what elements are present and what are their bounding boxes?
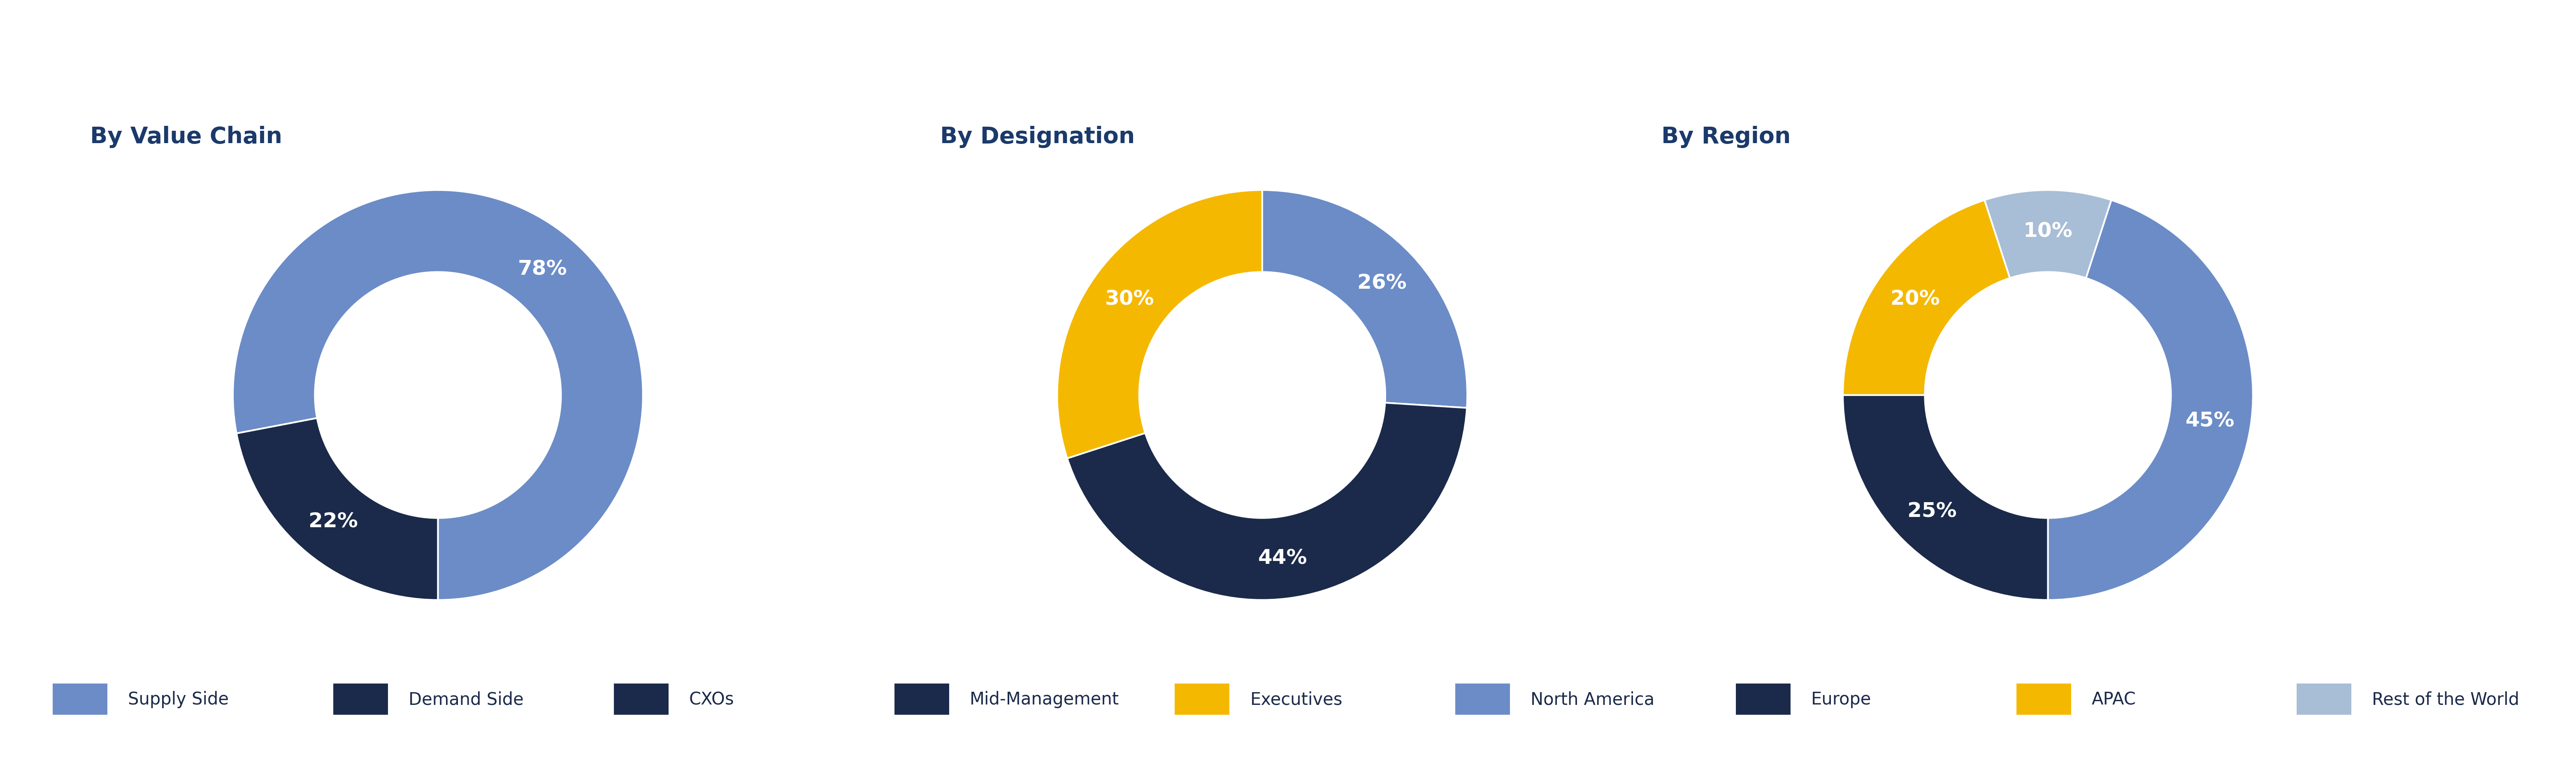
Wedge shape — [2048, 201, 2254, 600]
Text: 45%: 45% — [2184, 411, 2233, 431]
Bar — [613, 683, 670, 715]
Wedge shape — [1262, 190, 1468, 408]
Text: Europe: Europe — [1811, 691, 1870, 708]
Bar — [2295, 683, 2352, 715]
Bar — [1455, 683, 1510, 715]
Text: Demand Side: Demand Side — [410, 691, 523, 708]
Circle shape — [1139, 272, 1386, 518]
Text: 30%: 30% — [1105, 289, 1154, 309]
Text: 22%: 22% — [309, 511, 358, 531]
Wedge shape — [1842, 395, 2048, 600]
Text: Mid-Management: Mid-Management — [969, 691, 1118, 708]
Text: Primary Sources: Primary Sources — [1157, 40, 1419, 67]
Wedge shape — [1842, 201, 2009, 395]
Text: By Region: By Region — [1662, 125, 1790, 148]
Text: By Designation: By Designation — [940, 125, 1136, 148]
Circle shape — [314, 272, 562, 518]
Text: 44%: 44% — [1257, 548, 1309, 568]
Text: Executives: Executives — [1249, 691, 1342, 708]
Text: CXOs: CXOs — [690, 691, 734, 708]
Text: By Value Chain: By Value Chain — [90, 125, 283, 148]
Bar — [1175, 683, 1229, 715]
Wedge shape — [1056, 190, 1262, 458]
Text: 25%: 25% — [1906, 502, 1958, 521]
Circle shape — [1924, 272, 2172, 518]
Bar — [894, 683, 951, 715]
Text: North America: North America — [1530, 691, 1654, 708]
Wedge shape — [1984, 190, 2112, 278]
Text: APAC: APAC — [2092, 691, 2136, 708]
Text: 10%: 10% — [2022, 221, 2074, 241]
Bar — [52, 683, 108, 715]
Text: 20%: 20% — [1891, 289, 1940, 309]
Wedge shape — [237, 418, 438, 600]
Text: Supply Side: Supply Side — [129, 691, 229, 708]
Wedge shape — [232, 190, 644, 600]
Bar — [1736, 683, 1790, 715]
Text: 26%: 26% — [1358, 273, 1406, 293]
Bar — [2017, 683, 2071, 715]
Text: Rest of the World: Rest of the World — [2372, 691, 2519, 708]
Wedge shape — [1066, 403, 1466, 600]
Text: 78%: 78% — [518, 259, 567, 279]
Bar — [332, 683, 389, 715]
